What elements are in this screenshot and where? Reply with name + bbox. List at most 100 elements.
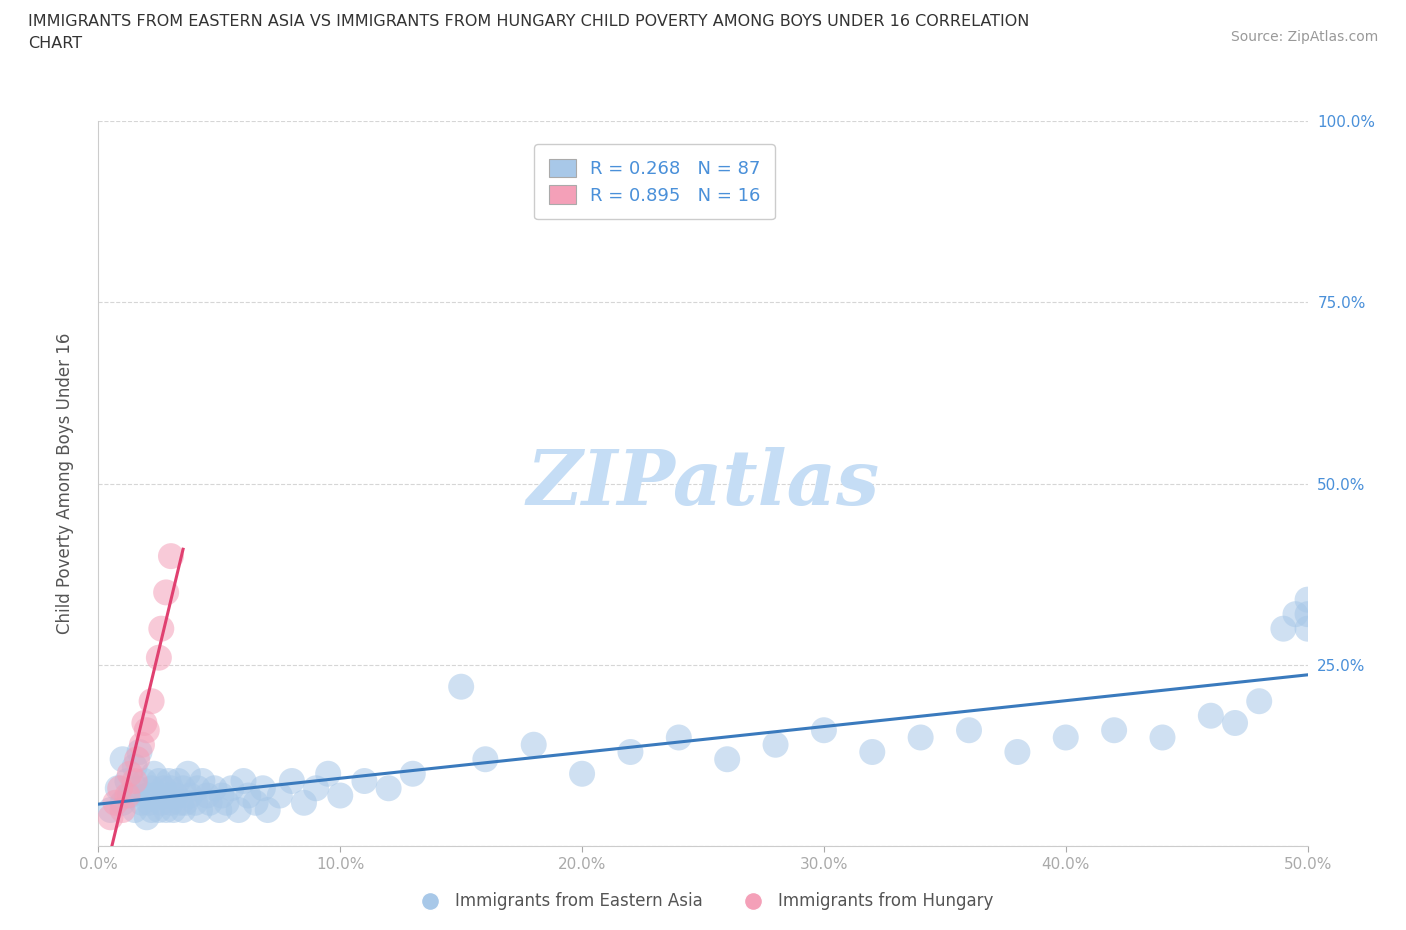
Point (1007, 745, 1029, 760)
Point (155, 788, 177, 803)
Point (167, 774, 190, 789)
Point (107, 781, 129, 796)
Point (131, 795, 153, 810)
Point (238, 788, 260, 803)
Point (316, 766, 339, 781)
Point (402, 766, 425, 781)
Point (138, 795, 160, 810)
Point (118, 766, 141, 781)
Point (1272, 621, 1295, 636)
Point (160, 795, 183, 810)
Point (172, 781, 194, 796)
Point (100, 810, 122, 825)
Point (141, 781, 163, 796)
Point (117, 774, 139, 789)
Point (228, 803, 250, 817)
Point (474, 751, 496, 766)
Point (127, 751, 149, 766)
Point (221, 781, 243, 796)
Point (281, 774, 304, 789)
Point (143, 766, 166, 781)
Point (134, 774, 156, 789)
Point (292, 795, 315, 810)
Point (188, 803, 211, 817)
Point (148, 650, 170, 665)
Point (165, 788, 187, 803)
Point (1102, 723, 1125, 737)
Point (1296, 592, 1319, 607)
Point (1284, 606, 1306, 621)
Point (860, 745, 883, 760)
Point (1223, 715, 1246, 730)
Point (184, 795, 207, 810)
Point (124, 803, 146, 817)
Point (118, 788, 141, 803)
Point (1152, 730, 1174, 745)
Point (127, 781, 149, 796)
Point (141, 803, 163, 817)
Point (128, 745, 150, 760)
Point (208, 803, 231, 817)
Point (204, 781, 226, 796)
Point (198, 795, 221, 810)
Point (135, 788, 157, 803)
Point (124, 759, 146, 774)
Text: IMMIGRANTS FROM EASTERN ASIA VS IMMIGRANTS FROM HUNGARY CHILD POVERTY AMONG BOYS: IMMIGRANTS FROM EASTERN ASIA VS IMMIGRAN… (28, 14, 1029, 51)
Point (169, 795, 191, 810)
Point (256, 803, 278, 817)
Point (305, 781, 328, 796)
Point (124, 774, 146, 789)
Point (150, 621, 173, 636)
Point (813, 723, 835, 737)
Point (104, 795, 127, 810)
Point (353, 774, 375, 789)
Point (152, 781, 174, 796)
Point (111, 803, 134, 817)
Point (523, 737, 546, 752)
Point (571, 766, 593, 781)
Point (162, 803, 184, 817)
Point (668, 730, 690, 745)
Text: Source: ZipAtlas.com: Source: ZipAtlas.com (1230, 30, 1378, 44)
Point (135, 810, 157, 825)
Point (187, 781, 209, 796)
Point (1199, 709, 1222, 724)
Point (1054, 730, 1077, 745)
Point (910, 730, 932, 745)
Point (1296, 621, 1319, 636)
Point (111, 795, 134, 810)
Point (141, 694, 163, 709)
Point (377, 781, 399, 796)
Point (245, 795, 267, 810)
Point (111, 751, 134, 766)
Point (155, 803, 177, 817)
Point (148, 803, 170, 817)
Point (619, 745, 641, 760)
Point (957, 723, 980, 737)
Legend: Immigrants from Eastern Asia, Immigrants from Hungary: Immigrants from Eastern Asia, Immigrants… (406, 885, 1000, 917)
Point (134, 715, 156, 730)
Point (179, 788, 201, 803)
Point (232, 774, 254, 789)
Point (1296, 606, 1319, 621)
Text: ZIPatlas: ZIPatlas (526, 446, 880, 521)
Legend: R = 0.268   N = 87, R = 0.895   N = 16: R = 0.268 N = 87, R = 0.895 N = 16 (534, 144, 775, 219)
Point (329, 788, 352, 803)
Point (117, 788, 139, 803)
Point (155, 585, 177, 600)
Point (131, 737, 153, 752)
Point (195, 788, 218, 803)
Point (191, 774, 214, 789)
Point (765, 737, 787, 752)
Point (174, 795, 197, 810)
Point (172, 803, 194, 817)
Point (211, 788, 233, 803)
Point (150, 795, 173, 810)
Point (450, 679, 472, 694)
Point (108, 781, 131, 796)
Point (160, 781, 183, 796)
Point (215, 795, 238, 810)
Point (269, 788, 291, 803)
Point (100, 803, 122, 817)
Y-axis label: Child Poverty Among Boys Under 16: Child Poverty Among Boys Under 16 (56, 333, 75, 634)
